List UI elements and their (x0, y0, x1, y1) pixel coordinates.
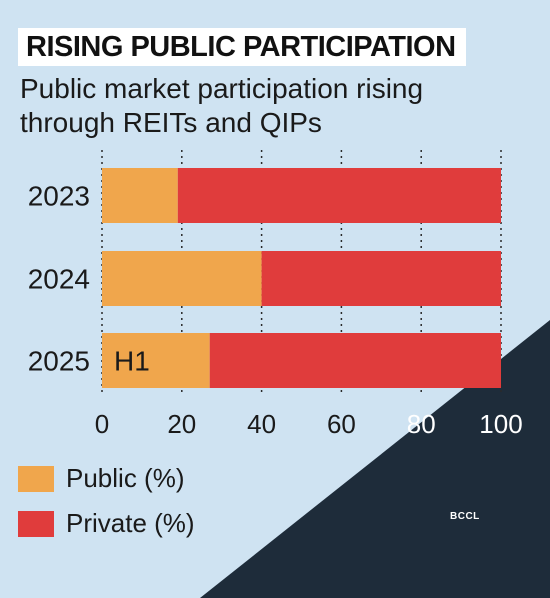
x-tick-label-100: 100 (479, 409, 522, 439)
x-tick-label-40: 40 (247, 409, 276, 439)
category-label-2023: 2023 (28, 181, 90, 212)
bar-2023-private (177, 168, 501, 223)
bar-annotation-2025: H1 (114, 346, 150, 377)
bar-2025-private (209, 333, 502, 388)
legend-item-public: Public (%) (18, 463, 184, 494)
legend-swatch-private (18, 510, 54, 537)
bar-2024-private (261, 251, 501, 306)
bar-2025-public (102, 333, 210, 388)
bar-2024-public (102, 251, 262, 306)
x-tick-label-0: 0 (95, 409, 109, 439)
legend-swatch-public (18, 465, 54, 492)
legend-label-public: Public (%) (66, 463, 185, 493)
legend-label-private: Private (%) (66, 508, 195, 538)
x-tick-label-80: 80 (407, 409, 436, 439)
x-tick-label-20: 20 (167, 409, 196, 439)
legend-item-private: Private (%) (18, 508, 195, 539)
title-banner: RISING PUBLIC PARTICIPATION (18, 28, 466, 66)
chart-subtitle: Public market participation rising throu… (20, 73, 424, 138)
chart-title: RISING PUBLIC PARTICIPATION (26, 30, 456, 63)
category-label-2025: 2025 (28, 346, 90, 377)
credit-badge: BCCL (444, 509, 486, 524)
category-label-2024: 2024 (28, 264, 90, 295)
x-tick-label-60: 60 (327, 409, 356, 439)
bar-2023-public (102, 168, 178, 223)
